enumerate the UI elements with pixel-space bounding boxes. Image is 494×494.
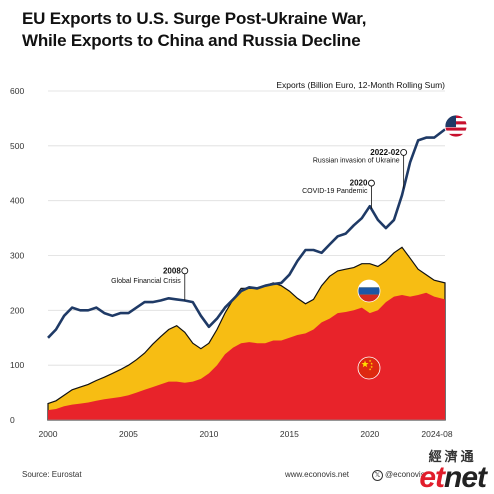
y-tick-label: 600 bbox=[10, 86, 24, 96]
us-export-line bbox=[47, 128, 446, 339]
annotation-year: 2008 bbox=[163, 266, 181, 275]
annotation-text: COVID-19 Pandemic bbox=[302, 188, 368, 195]
y-tick-label: 300 bbox=[10, 251, 24, 261]
annotation-text: Global Financial Crisis bbox=[111, 278, 181, 285]
social-handle-text: @econovis bbox=[385, 470, 425, 479]
line-layer bbox=[47, 128, 446, 339]
annotation-0: 2008 Global Financial Crisis bbox=[111, 266, 189, 301]
watermark-net: net bbox=[444, 461, 487, 494]
y-tick-label: 400 bbox=[10, 196, 24, 206]
x-tick-label-last: 2024-08 bbox=[421, 429, 452, 439]
website-link[interactable]: www.econovis.net bbox=[285, 470, 350, 479]
russia-flag-icon bbox=[357, 279, 381, 303]
flag-icon-layer bbox=[357, 114, 468, 380]
annotation-layer: 2008 Global Financial Crisis 2020COVID-19 … bbox=[111, 148, 408, 301]
x-tick-label: 2015 bbox=[280, 429, 299, 439]
us-flag-icon bbox=[444, 114, 468, 138]
title-line-1: EU Exports to U.S. Surge Post-Ukraine Wa… bbox=[22, 9, 367, 28]
y-tick-label: 0 bbox=[10, 415, 15, 425]
y-tick-label: 500 bbox=[10, 141, 24, 151]
x-tick-label: 2010 bbox=[199, 429, 218, 439]
watermark-logo: 經濟通 etnet bbox=[419, 446, 487, 493]
y-tick-label: 200 bbox=[10, 305, 24, 315]
title-line-2: While Exports to China and Russia Declin… bbox=[22, 31, 361, 50]
watermark-chinese: 經濟通 bbox=[428, 449, 477, 464]
social-handle[interactable]: 𝕏 @econovis bbox=[372, 470, 425, 481]
china-area bbox=[48, 292, 445, 420]
annotation-marker bbox=[400, 148, 408, 156]
annotation-marker bbox=[181, 267, 189, 275]
watermark-english: etnet bbox=[419, 463, 487, 493]
annotation-year: 2022-02 bbox=[370, 148, 400, 157]
annotation-year: 2020 bbox=[350, 179, 368, 188]
y-axis-label: Exports (Billion Euro, 12-Month Rolling … bbox=[276, 80, 445, 90]
x-tick-label: 2020 bbox=[360, 429, 379, 439]
y-tick-label: 100 bbox=[10, 360, 24, 370]
china-flag-icon bbox=[357, 356, 381, 380]
x-logo-icon: 𝕏 bbox=[372, 470, 383, 481]
chart-title: EU Exports to U.S. Surge Post-Ukraine Wa… bbox=[22, 8, 482, 52]
watermark-et: et bbox=[419, 461, 445, 494]
x-tick-label: 2000 bbox=[39, 429, 58, 439]
area-layer bbox=[47, 246, 446, 421]
annotation-text: Russian invasion of Ukraine bbox=[313, 157, 400, 164]
annotation-marker bbox=[368, 179, 375, 187]
source-note: Source: Eurostat bbox=[22, 470, 82, 479]
x-tick-label: 2005 bbox=[119, 429, 138, 439]
